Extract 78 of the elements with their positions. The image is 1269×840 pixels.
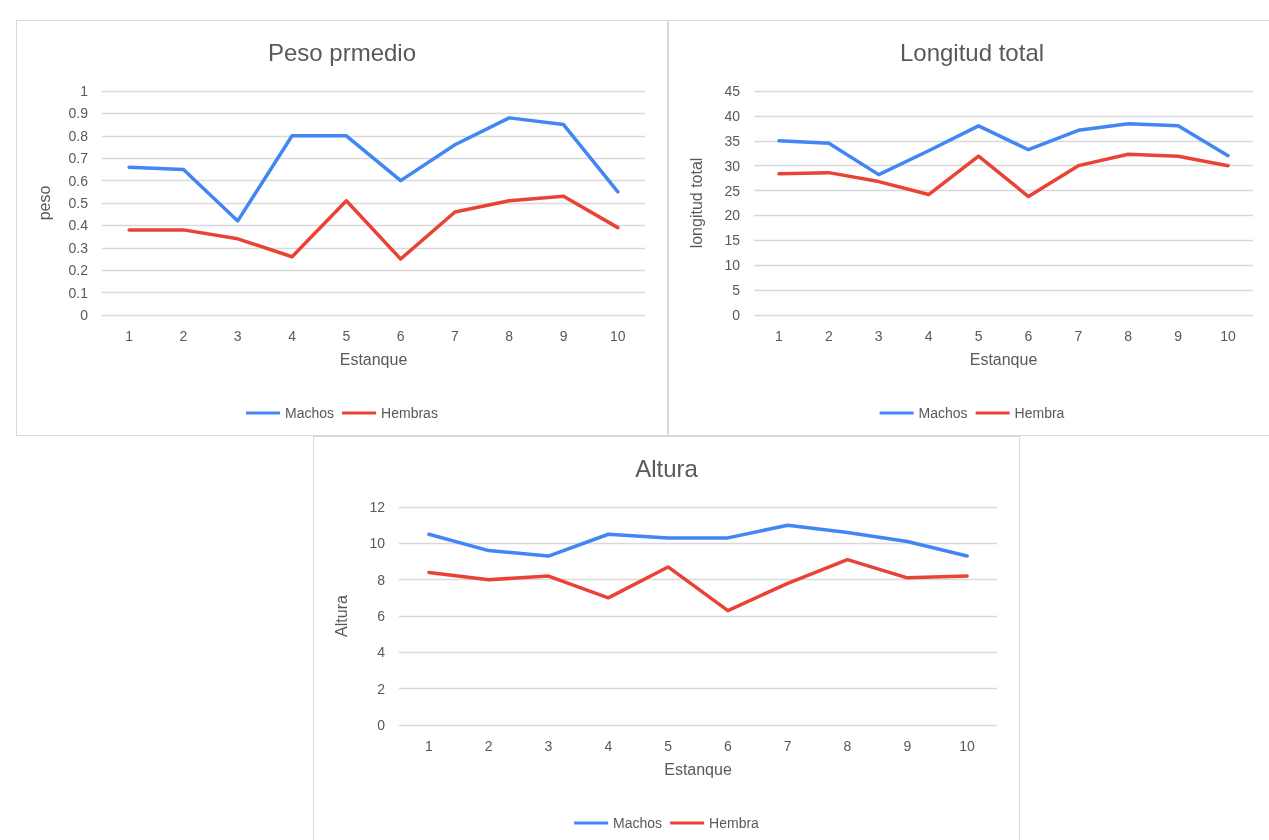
y-axis-title: Altura	[332, 595, 350, 637]
x-tick-label: 10	[610, 328, 626, 344]
y-tick-label: 1	[80, 83, 89, 99]
line-series	[127, 194, 620, 261]
x-tick-label: 4	[604, 738, 613, 754]
x-tick-label: 7	[1074, 328, 1083, 344]
x-tick-label: 8	[505, 328, 514, 344]
x-tick-label: 2	[179, 328, 188, 344]
y-tick-label: 30	[724, 157, 741, 174]
y-tick-label: 12	[369, 499, 386, 515]
y-tick-label: 6	[377, 608, 386, 624]
x-tick-label: 6	[396, 328, 405, 344]
x-tick-label: 8	[843, 738, 852, 754]
y-tick-label: 0.8	[68, 127, 89, 144]
x-tick-label: 7	[783, 738, 792, 754]
x-tick-label: 2	[824, 328, 833, 344]
x-tick-label: 10	[959, 738, 976, 754]
legend-label: Hembra	[1014, 405, 1065, 421]
y-tick-label: 35	[724, 132, 741, 149]
x-tick-label: 10	[1220, 328, 1237, 344]
x-axis-title: Estanque	[339, 350, 408, 368]
y-tick-label: 0	[80, 307, 89, 323]
y-tick-label: 4	[377, 644, 386, 661]
y-tick-label: 2	[377, 680, 386, 697]
legend-label: Machos	[613, 815, 663, 831]
chart-title: Altura	[635, 454, 699, 482]
x-tick-label: 5	[342, 328, 351, 344]
x-tick-label: 2	[484, 738, 493, 754]
x-tick-label: 3	[544, 738, 553, 754]
x-tick-label: 9	[559, 328, 568, 344]
y-tick-label: 10	[369, 535, 386, 552]
y-tick-label: 0.1	[68, 284, 89, 301]
line-series	[127, 116, 620, 223]
y-tick-label: 0.9	[68, 105, 89, 122]
y-tick-label: 8	[377, 571, 386, 588]
y-tick-label: 0	[377, 717, 386, 733]
x-tick-label: 7	[451, 328, 460, 344]
y-tick-label: 15	[724, 232, 741, 249]
x-tick-label: 5	[664, 738, 673, 754]
x-axis-title: Estanque	[664, 760, 732, 778]
y-axis-title: peso	[35, 185, 53, 221]
x-tick-label: 4	[924, 328, 933, 344]
x-tick-label: 9	[903, 738, 912, 754]
y-tick-label: 5	[732, 282, 741, 299]
x-tick-label: 3	[233, 328, 242, 344]
x-tick-label: 3	[874, 328, 883, 344]
y-tick-label: 20	[724, 207, 741, 224]
x-tick-label: 5	[974, 328, 983, 344]
y-axis-title: longitud total	[687, 157, 705, 249]
line-series	[777, 122, 1230, 177]
x-tick-label: 4	[288, 328, 297, 344]
x-tick-label: 1	[125, 328, 134, 344]
y-tick-label: 40	[724, 107, 741, 124]
y-tick-label: 0.5	[68, 195, 89, 211]
x-tick-label: 6	[1024, 328, 1033, 344]
x-tick-label: 1	[775, 328, 784, 344]
y-tick-label: 0.7	[68, 150, 89, 167]
legend-label: Machos	[285, 405, 335, 421]
y-tick-label: 0	[732, 307, 741, 323]
y-tick-label: 0.4	[68, 217, 89, 234]
legend-label: Machos	[918, 405, 968, 421]
y-tick-label: 25	[724, 182, 741, 199]
y-tick-label: 0.2	[68, 262, 89, 279]
line-series	[777, 152, 1230, 199]
x-tick-label: 8	[1124, 328, 1133, 344]
x-axis-title: Estanque	[969, 350, 1038, 368]
x-tick-label: 9	[1174, 328, 1183, 344]
y-tick-label: 0.6	[68, 172, 89, 189]
y-tick-label: 10	[724, 257, 741, 274]
line-series	[427, 557, 969, 613]
x-tick-label: 1	[425, 738, 433, 754]
legend-label: Hembras	[381, 405, 438, 421]
y-tick-label: 0.3	[68, 239, 89, 256]
y-tick-label: 45	[724, 83, 741, 99]
chart-title: Peso prmedio	[267, 38, 417, 66]
legend-label: Hembra	[709, 815, 760, 831]
chart-title: Longitud total	[899, 38, 1045, 66]
line-series	[427, 523, 969, 558]
